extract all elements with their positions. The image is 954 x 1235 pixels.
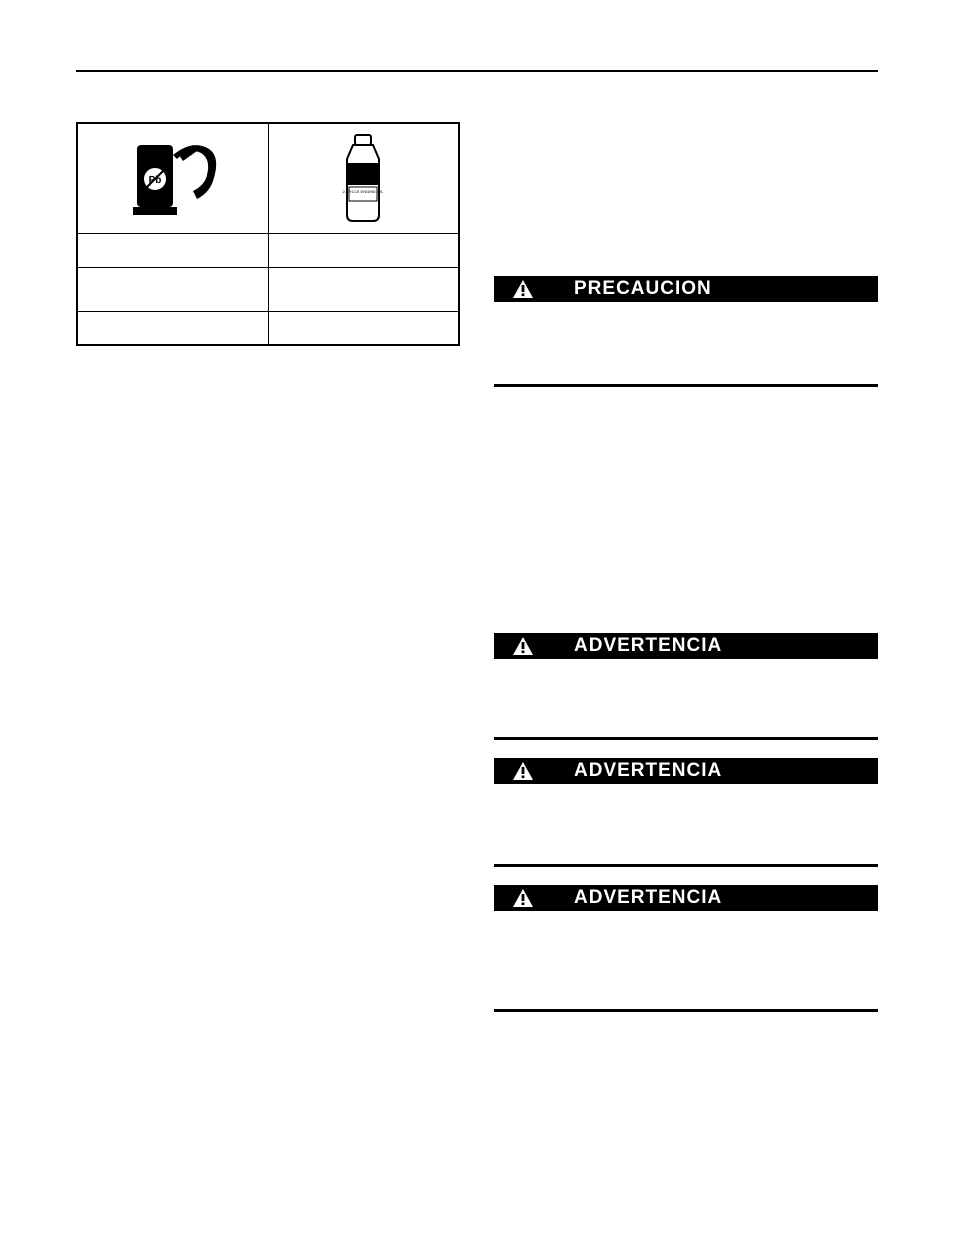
table-cell	[268, 267, 459, 311]
left-column: Pb	[76, 98, 460, 1030]
banner-label: ADVERTENCIA	[574, 635, 722, 657]
table-cell	[77, 267, 268, 311]
fuel-pump-cell: Pb	[77, 123, 268, 233]
table-row	[77, 233, 459, 267]
table-cell	[268, 233, 459, 267]
oil-bottle-cell: 2-CYCLE ENGINE OIL	[268, 123, 459, 233]
two-cycle-oil-bottle-icon: 2-CYCLE ENGINE OIL	[335, 133, 391, 223]
banner-label: ADVERTENCIA	[574, 760, 722, 782]
section-rule	[494, 737, 878, 740]
table-cell	[77, 233, 268, 267]
spacer	[494, 794, 878, 848]
header-rule	[76, 70, 878, 72]
spacer	[494, 405, 878, 623]
section-rule	[494, 384, 878, 387]
table-row	[77, 311, 459, 345]
spacer	[494, 921, 878, 993]
table-row	[77, 267, 459, 311]
spacer	[494, 312, 878, 368]
spacer	[494, 669, 878, 721]
banner-label: ADVERTENCIA	[574, 887, 722, 909]
precaution-banner: PRECAUCION	[494, 276, 878, 302]
fuel-pump-no-lead-icon: Pb	[123, 135, 223, 221]
warning-triangle-icon	[512, 761, 534, 781]
warning-banner: ADVERTENCIA	[494, 758, 878, 784]
two-column-layout: Pb	[76, 98, 878, 1030]
warning-banner: ADVERTENCIA	[494, 633, 878, 659]
section-rule	[494, 864, 878, 867]
page: Pb	[0, 0, 954, 1235]
warning-banner: ADVERTENCIA	[494, 885, 878, 911]
spacer	[76, 98, 460, 122]
warning-triangle-icon	[512, 279, 534, 299]
warning-triangle-icon	[512, 636, 534, 656]
banner-label: PRECAUCION	[574, 278, 712, 300]
oil-bottle-label: 2-CYCLE ENGINE OIL	[343, 189, 385, 194]
right-column: PRECAUCION ADVERTENCIA	[494, 98, 878, 1030]
spacer	[494, 98, 878, 266]
table-cell	[268, 311, 459, 345]
warning-triangle-icon	[512, 888, 534, 908]
fuel-mix-table: Pb	[76, 122, 460, 346]
section-rule	[494, 1009, 878, 1012]
table-cell	[77, 311, 268, 345]
table-row: Pb	[77, 123, 459, 233]
